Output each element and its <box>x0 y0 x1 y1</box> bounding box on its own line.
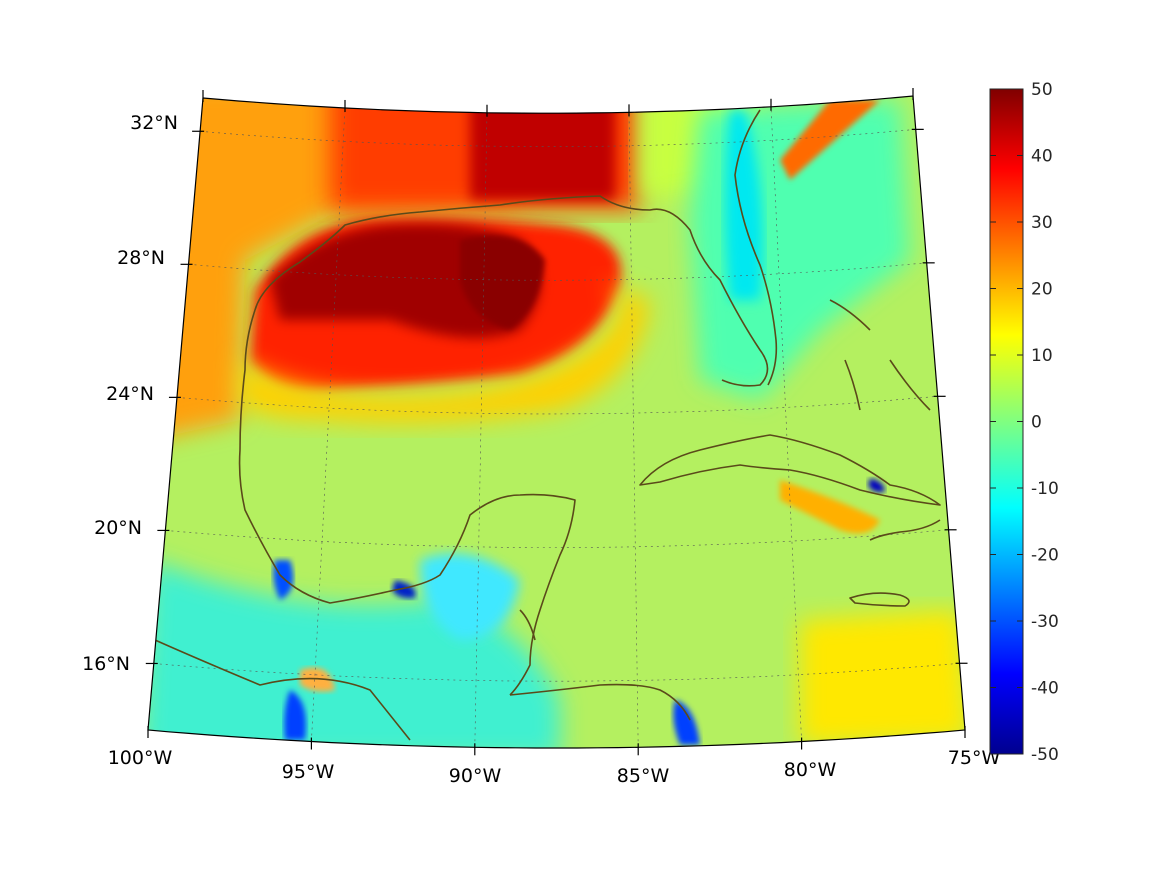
meridian-line <box>311 107 346 742</box>
colorbar-labels: 50 40 30 20 10 0 -10 -20 -30 -40 -50 <box>1031 80 1059 765</box>
lat-label-24n: 24°N <box>106 383 154 405</box>
lon-label-90w: 90°W <box>449 765 502 787</box>
longitude-labels: 100°W 95°W 90°W 85°W 80°W 75°W <box>108 747 1001 787</box>
colorbar-label: 30 <box>1031 213 1053 233</box>
meridian-line <box>628 112 639 748</box>
colorbar-label: -30 <box>1031 612 1059 632</box>
colorbar: 50 40 30 20 10 0 -10 -20 -30 -40 -50 <box>989 80 1059 765</box>
lon-label-75w: 75°W <box>948 747 1001 769</box>
lat-label-16n: 16°N <box>82 653 130 675</box>
meridian-line <box>474 112 488 748</box>
colorbar-ticks <box>990 88 1023 755</box>
lat-label-28n: 28°N <box>117 247 165 269</box>
lat-label-20n: 20°N <box>94 517 142 539</box>
colorbar-label: -50 <box>1031 745 1059 765</box>
lon-label-95w: 95°W <box>282 761 335 783</box>
field-layer <box>148 96 965 748</box>
coastline <box>154 109 941 741</box>
lon-label-100w: 100°W <box>108 747 173 769</box>
colorbar-label: -10 <box>1031 479 1059 499</box>
parallel-line <box>153 663 960 682</box>
colorbar-label: -40 <box>1031 679 1059 699</box>
lat-label-32n: 32°N <box>130 112 178 134</box>
colorbar-label: 10 <box>1031 346 1053 366</box>
frame-ticks <box>145 88 968 756</box>
lon-label-85w: 85°W <box>617 765 670 787</box>
colorbar-label: 50 <box>1031 80 1053 100</box>
colorbar-label: 0 <box>1031 413 1042 433</box>
colorbar-label: 20 <box>1031 280 1053 300</box>
parallel-line <box>176 396 938 415</box>
colorbar-label: -20 <box>1031 546 1059 566</box>
colorbar-label: 40 <box>1031 147 1053 167</box>
lon-label-80w: 80°W <box>784 759 837 781</box>
meridian-line <box>770 106 802 742</box>
latitude-labels: 32°N 28°N 24°N 20°N 16°N <box>82 112 178 675</box>
